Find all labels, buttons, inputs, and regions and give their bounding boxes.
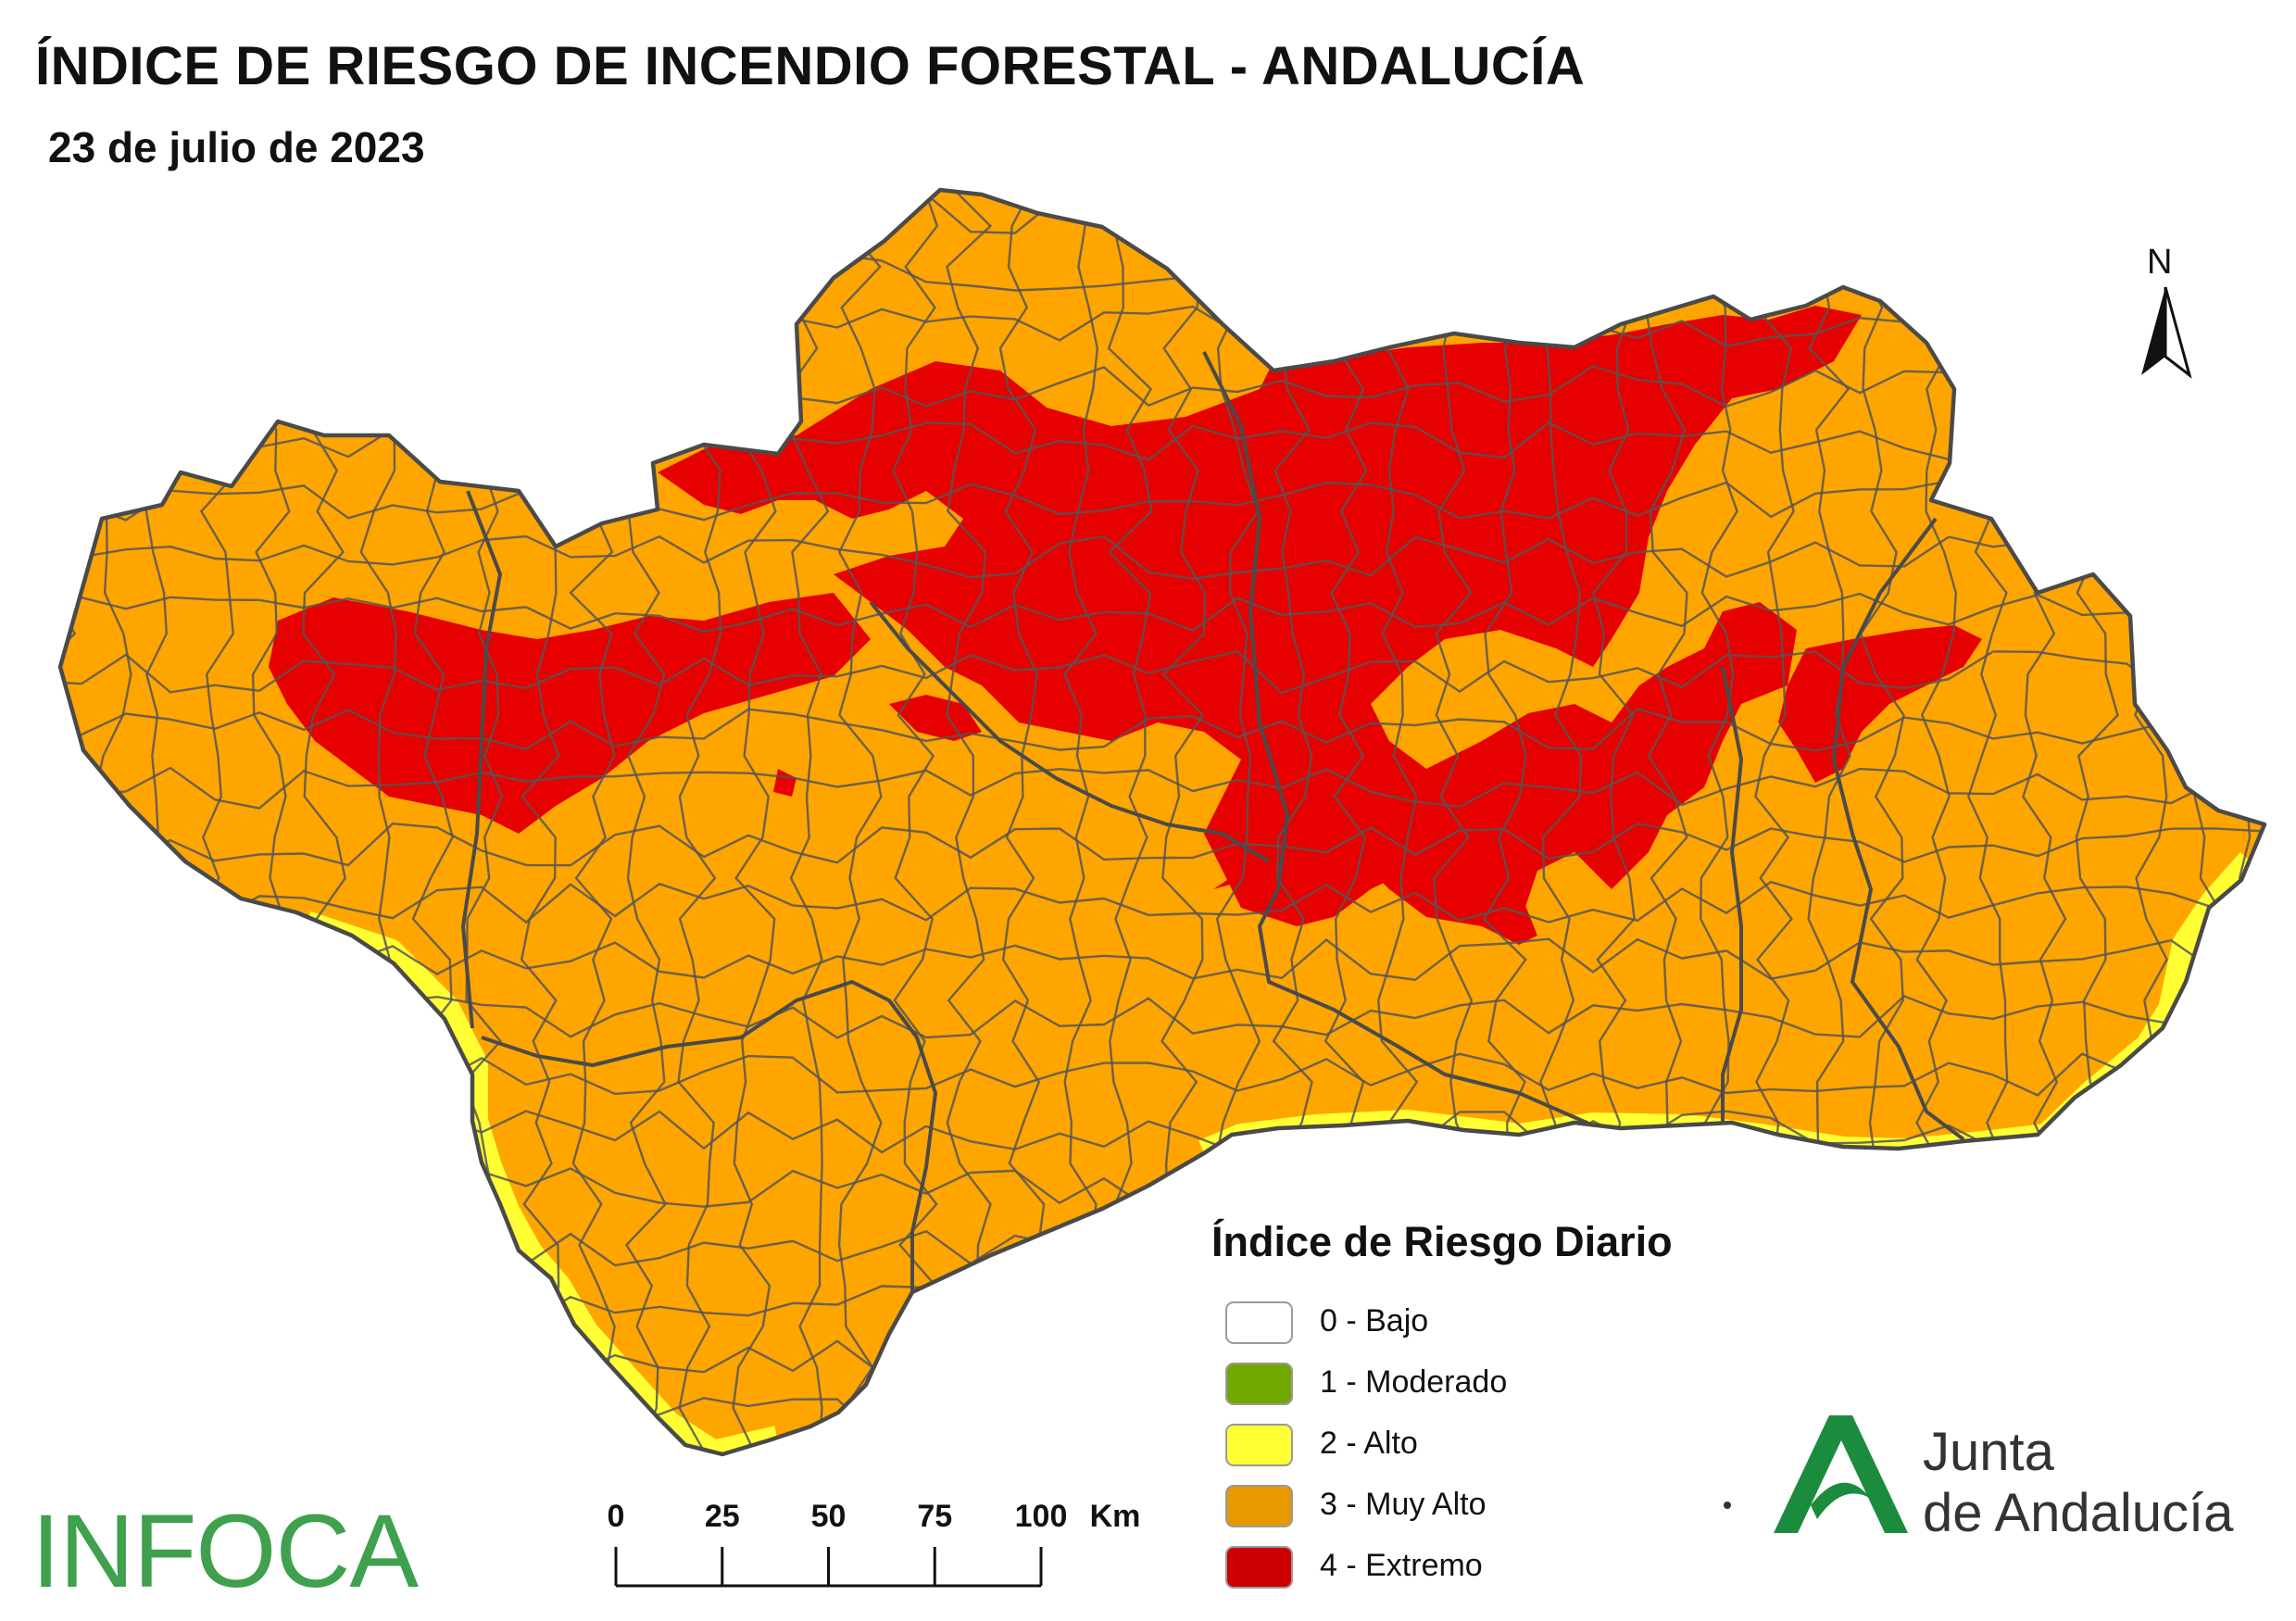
legend-swatch <box>1225 1546 1293 1589</box>
municipal-line <box>60 534 2261 581</box>
extremo-zone-3 <box>1213 834 1537 945</box>
scale-tick-label: 50 <box>810 1499 847 1534</box>
extremo-zone-1 <box>269 593 871 834</box>
scale-tick-label: 25 <box>704 1499 740 1534</box>
municipal-line <box>60 193 2261 235</box>
north-arrow-icon <box>2141 286 2192 379</box>
province-boundary-6 <box>1832 517 1965 1141</box>
legend-label: 0 - Bajo <box>1320 1303 1429 1338</box>
provincial-boundaries <box>57 187 2267 1457</box>
municipal-line <box>89 190 132 1454</box>
municipal-line <box>60 707 2261 752</box>
province-boundary-5 <box>1721 666 1743 1123</box>
municipal-line <box>60 480 2261 522</box>
municipal-line <box>60 766 2261 810</box>
municipal-line <box>785 190 830 1454</box>
municipal-line <box>60 649 2261 696</box>
junta-line-2: de Andalucía <box>1923 1483 2234 1543</box>
province-boundary-3 <box>869 600 1271 863</box>
junta-line-1: Junta <box>1923 1422 2054 1482</box>
legend-swatch <box>1225 1424 1293 1466</box>
legend-swatch <box>1225 1485 1293 1527</box>
municipal-line <box>60 1338 2261 1384</box>
legend-label: 3 - Muy Alto <box>1320 1487 1487 1522</box>
municipal-line <box>60 822 2261 867</box>
municipal-line <box>60 421 2261 463</box>
municipal-line <box>60 190 79 1454</box>
province-boundary-2 <box>481 980 937 1292</box>
region-outline <box>57 187 2267 1457</box>
legend-label: 2 - Alto <box>1320 1426 1418 1461</box>
legend-swatch <box>1225 1363 1293 1405</box>
scale-tick-label: 0 <box>607 1499 625 1534</box>
extremo-zone-2 <box>658 306 1862 926</box>
extremo-zone-5 <box>1778 625 1982 783</box>
scale-unit-label: Km <box>1089 1499 1141 1534</box>
scale-tick-label: 100 <box>1014 1499 1068 1534</box>
scale-tick-label: 75 <box>917 1499 953 1534</box>
municipal-line <box>60 879 2261 924</box>
province-boundary-4 <box>1202 351 1594 1127</box>
junta-andalucia-logo-icon <box>1724 1415 1908 1533</box>
municipal-line <box>60 1225 2261 1269</box>
north-label: N <box>2147 243 2173 282</box>
legend-title: Índice de Riesgo Diario <box>1211 1218 1673 1265</box>
municipal-line <box>837 190 883 1454</box>
map-title: ÍNDICE DE RIESGO DE INCENDIO FORESTAL - … <box>35 36 1586 96</box>
legend-label: 1 - Moderado <box>1320 1364 1508 1400</box>
scale-bar <box>614 1547 1043 1588</box>
extremo-risk-zones <box>269 306 1982 945</box>
junta-andalucia-logo-text: Junta de Andalucía <box>1923 1422 2233 1544</box>
extremo-zone-6 <box>889 695 982 741</box>
municipal-line <box>891 190 939 1454</box>
legend-swatch <box>1225 1301 1293 1344</box>
province-boundary-1 <box>461 490 502 1029</box>
municipal-line <box>60 1281 2261 1326</box>
legend-label: 4 - Extremo <box>1320 1548 1483 1583</box>
infoca-logo: INFOCA <box>31 1493 419 1609</box>
map-date: 23 de julio de 2023 <box>48 123 425 171</box>
